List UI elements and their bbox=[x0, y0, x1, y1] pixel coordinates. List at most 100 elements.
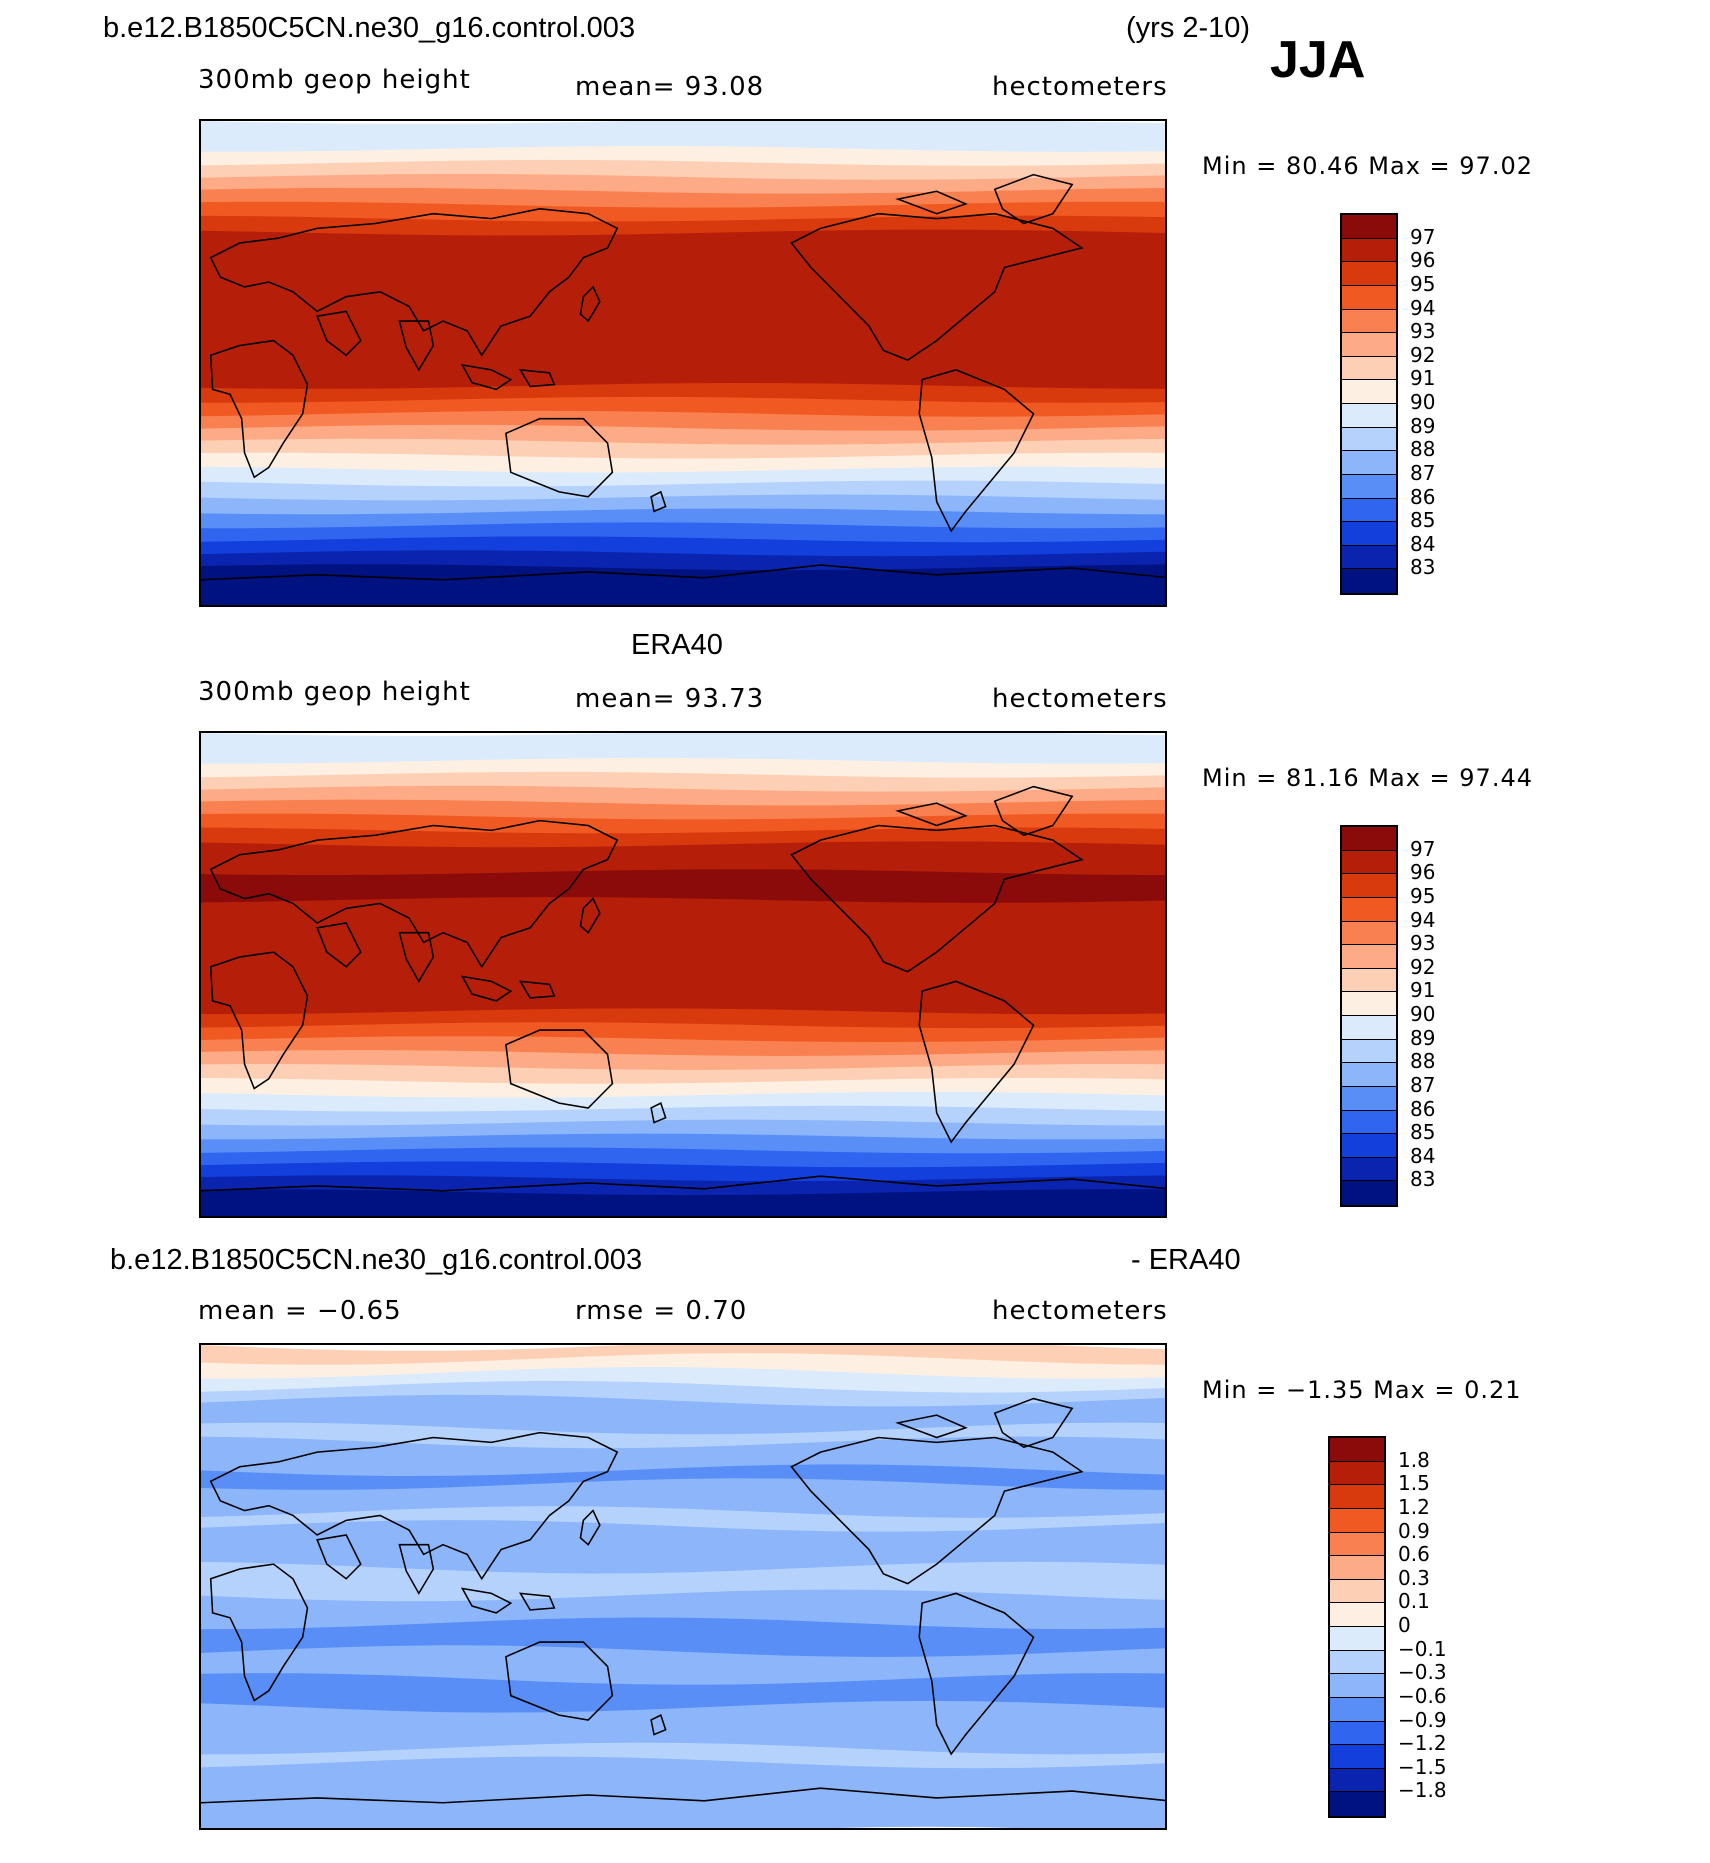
field-band bbox=[201, 424, 1165, 446]
field-band bbox=[201, 1742, 1165, 1769]
panel2-field-bands bbox=[201, 733, 1165, 1216]
colorbar-segment bbox=[1342, 238, 1396, 263]
panel1-mean: mean= 93.08 bbox=[575, 72, 765, 102]
colorbar-segment bbox=[1330, 1508, 1384, 1533]
panel3-field-bands bbox=[201, 1345, 1165, 1828]
colorbar-label: 95 bbox=[1410, 271, 1436, 296]
field-band bbox=[201, 438, 1165, 460]
colorbar-segment bbox=[1342, 427, 1396, 452]
coastline bbox=[201, 1175, 1165, 1192]
panel1-field-bands bbox=[201, 121, 1165, 605]
field-band bbox=[201, 1436, 1165, 1463]
field-band bbox=[201, 1077, 1165, 1099]
colorbar-segment bbox=[1330, 1792, 1384, 1816]
colorbar-segment bbox=[1342, 309, 1396, 334]
field-band bbox=[201, 897, 1165, 918]
colorbar-label: 92 bbox=[1410, 954, 1436, 979]
field-band bbox=[201, 1345, 1165, 1366]
field-band bbox=[201, 355, 1165, 376]
field-band bbox=[201, 785, 1165, 807]
field-band bbox=[201, 1464, 1165, 1491]
colorbar-segment bbox=[1342, 921, 1396, 946]
season-label: JJA bbox=[1270, 31, 1366, 89]
colorbar-segment bbox=[1342, 215, 1396, 239]
colorbar-segment bbox=[1342, 945, 1396, 969]
colorbar-segment bbox=[1330, 1556, 1384, 1580]
field-band bbox=[201, 1784, 1165, 1811]
colorbar-segment bbox=[1342, 333, 1396, 357]
field-band bbox=[201, 1714, 1165, 1741]
colorbar-segment bbox=[1330, 1532, 1384, 1557]
field-band bbox=[201, 952, 1165, 974]
field-band bbox=[201, 508, 1165, 529]
panel3-map-svg bbox=[201, 1345, 1165, 1828]
coastline bbox=[209, 819, 619, 969]
colorbar-label: 92 bbox=[1410, 342, 1436, 367]
colorbar-label: 1.2 bbox=[1398, 1494, 1430, 1519]
colorbar-label: 85 bbox=[1410, 508, 1436, 533]
field-band bbox=[201, 452, 1165, 474]
colorbar-segment bbox=[1342, 380, 1396, 404]
colorbar-label: 95 bbox=[1410, 883, 1436, 908]
field-band bbox=[201, 369, 1165, 390]
field-band bbox=[201, 1812, 1165, 1828]
coastline bbox=[579, 1509, 601, 1546]
coastline bbox=[650, 490, 667, 513]
panel2-minmax: Min = 81.16 Max = 97.44 bbox=[1202, 764, 1533, 792]
colorbar-segment bbox=[1330, 1579, 1384, 1604]
coastline bbox=[650, 1714, 667, 1736]
coastline bbox=[895, 1414, 968, 1439]
field-band bbox=[201, 1091, 1165, 1113]
colorbar-segment bbox=[1342, 1181, 1396, 1205]
field-band bbox=[201, 744, 1165, 765]
coastline bbox=[460, 1587, 513, 1614]
colorbar-label: 88 bbox=[1410, 1049, 1436, 1074]
panel1-coastlines bbox=[201, 173, 1165, 581]
colorbar-label: −1.5 bbox=[1398, 1754, 1447, 1779]
field-band bbox=[201, 1380, 1165, 1408]
panel1-field-label: 300mb geop height bbox=[198, 65, 471, 95]
coastline bbox=[518, 980, 556, 999]
field-band bbox=[201, 480, 1165, 501]
panel2-title: ERA40 bbox=[631, 629, 723, 661]
field-band bbox=[201, 827, 1165, 848]
field-band bbox=[201, 187, 1165, 209]
field-band bbox=[201, 466, 1165, 488]
colorbar-segment bbox=[1330, 1768, 1384, 1793]
field-band bbox=[201, 1064, 1165, 1085]
coastline bbox=[209, 208, 619, 357]
colorbar-segment bbox=[1342, 569, 1396, 593]
colorbar-label: 97 bbox=[1410, 224, 1436, 249]
coastline bbox=[650, 1102, 667, 1124]
panel3-title-right: - ERA40 bbox=[1131, 1244, 1241, 1276]
field-band bbox=[201, 869, 1165, 890]
field-band bbox=[201, 1147, 1165, 1168]
field-band bbox=[201, 592, 1165, 605]
coastline bbox=[316, 922, 362, 968]
colorbar-segment bbox=[1342, 968, 1396, 993]
field-band bbox=[201, 1050, 1165, 1071]
coastline bbox=[790, 1436, 1084, 1585]
coastline bbox=[993, 173, 1074, 225]
colorbar-segment bbox=[1342, 1110, 1396, 1135]
field-band bbox=[201, 1367, 1165, 1394]
coastline bbox=[209, 951, 309, 1090]
field-band bbox=[201, 1203, 1165, 1216]
colorbar-segment bbox=[1330, 1697, 1384, 1722]
colorbar-segment bbox=[1342, 285, 1396, 310]
colorbar-segment bbox=[1330, 1461, 1384, 1486]
field-band bbox=[201, 1547, 1165, 1575]
field-band bbox=[201, 1022, 1165, 1043]
field-band bbox=[201, 1561, 1165, 1588]
colorbar-segment bbox=[1342, 522, 1396, 546]
field-band bbox=[201, 1534, 1165, 1561]
colorbar-segment bbox=[1342, 1157, 1396, 1182]
field-band bbox=[201, 1700, 1165, 1728]
coastline bbox=[505, 1029, 614, 1109]
field-band bbox=[201, 536, 1165, 557]
colorbar-label: 84 bbox=[1410, 531, 1436, 556]
colorbar-label: 93 bbox=[1410, 931, 1436, 956]
field-band bbox=[201, 841, 1165, 862]
colorbar-segment bbox=[1330, 1603, 1384, 1627]
colorbar-segment bbox=[1342, 827, 1396, 851]
